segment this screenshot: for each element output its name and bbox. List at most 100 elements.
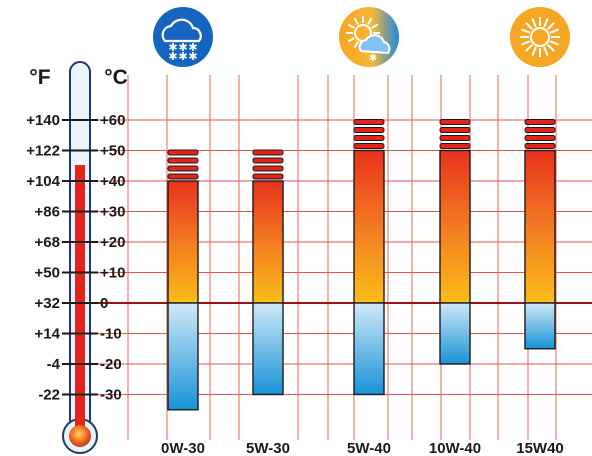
sun-ray (547, 22, 555, 30)
category-label: 5W-40 (347, 440, 391, 456)
bar-hot-segment (167, 180, 199, 304)
fahrenheit-tick-label: -22 (38, 387, 60, 404)
snowflake: ✱ (168, 50, 177, 63)
sun-ray (525, 44, 533, 52)
bar-cap-stripe (524, 135, 556, 141)
category-label: 5W-30 (246, 440, 290, 456)
celsius-tick-label: +40 (100, 173, 125, 190)
sun-ray (521, 28, 531, 34)
category-label: 15W40 (516, 440, 564, 456)
celsius-tick-label: -30 (100, 387, 122, 404)
fahrenheit-tick-label: +86 (35, 204, 60, 221)
sun-ray (531, 18, 537, 28)
bar-cap-stripe (439, 143, 471, 149)
fahrenheit-tick-label: +122 (26, 143, 60, 160)
sun-ray (367, 17, 373, 25)
weather-icons: ✱ ✱ ✱✱ ✱ ✱ ✱ (153, 7, 570, 67)
bar-hot-segment (524, 149, 556, 304)
bar-10W-40 (439, 119, 471, 365)
thermometer (62, 61, 98, 454)
celsius-tick-label: 0 (100, 295, 108, 312)
bar-cap-stripe (353, 143, 385, 149)
fahrenheit-unit-label: °F (29, 66, 50, 89)
celsius-unit-label: °C (104, 66, 128, 89)
bar-cold-segment (252, 302, 284, 396)
sun-disc (529, 26, 551, 48)
bar-cap-stripe (252, 149, 284, 156)
celsius-tick-label: +60 (100, 112, 125, 129)
bar-cap-stripe (524, 127, 556, 133)
celsius-tick-label: +10 (100, 265, 125, 282)
sun-ray (353, 41, 359, 49)
bar-15W40 (524, 119, 556, 350)
sun-ray (543, 46, 549, 56)
category-label: 10W-40 (429, 440, 481, 456)
sun-ray (549, 40, 559, 46)
sun-cloud-icon: ✱ (339, 7, 399, 67)
celsius-tick-label: -10 (100, 326, 122, 343)
snowflake: ✱ (188, 41, 197, 54)
sun-ray (549, 28, 559, 34)
bar-cap-stripe (167, 149, 199, 156)
fahrenheit-tick-label: +68 (35, 234, 60, 251)
sun-icon (510, 7, 570, 67)
fahrenheit-tick-label: -4 (47, 356, 61, 373)
bar-cap-stripe (252, 165, 284, 172)
bar-hot-segment (353, 149, 385, 304)
axis-ticks: +60 +140 +50 +122 +40 +104 +30 +86 +20 +68 +10 +50 0… (26, 112, 125, 404)
sun-ray (531, 46, 537, 56)
icon-bg (153, 7, 213, 67)
sun-ray (347, 23, 355, 29)
bar-cap-stripe (439, 119, 471, 125)
category-label: 0W-30 (161, 440, 205, 456)
bar-cold-segment (353, 302, 385, 396)
bar-cap-stripe (439, 135, 471, 141)
snowflake: ✱ (168, 41, 177, 54)
cloud-shape (161, 18, 202, 43)
bar-cap-stripe (167, 173, 199, 180)
bars (167, 119, 556, 411)
bar-hot-segment (439, 149, 471, 304)
fahrenheit-tick-label: +14 (35, 326, 61, 343)
snowflake: ✱ (178, 41, 187, 54)
bar-cold-segment (167, 302, 199, 411)
bar-5W-30 (252, 149, 284, 396)
sun-ray (525, 22, 533, 30)
fahrenheit-tick-label: +32 (35, 295, 60, 312)
icon-bg (510, 7, 570, 67)
snowflake: ✱ (188, 50, 197, 63)
cloud-shape (358, 34, 391, 55)
grid-lines (72, 75, 592, 440)
bar-cap-stripe (524, 119, 556, 125)
sun-ray (521, 40, 531, 46)
bar-cap-stripe (167, 157, 199, 164)
bar-cap-stripe (353, 119, 385, 125)
sun-ray (353, 17, 359, 25)
bar-cap-stripe (524, 143, 556, 149)
snowflake: ✱ (178, 50, 187, 63)
celsius-tick-label: +20 (100, 234, 125, 251)
bar-cap-stripe (353, 135, 385, 141)
celsius-tick-label: -20 (100, 356, 122, 373)
bar-cap-stripe (353, 127, 385, 133)
thermometer-bulb (69, 425, 91, 447)
snowflake: ✱ (369, 53, 377, 64)
bar-hot-segment (252, 180, 284, 304)
thermometer-mercury (75, 165, 85, 436)
bar-0W-30 (167, 149, 199, 411)
fahrenheit-tick-label: +50 (35, 265, 60, 282)
sun-ray (547, 44, 555, 52)
bar-cold-segment (524, 302, 556, 350)
bar-cap-stripe (439, 127, 471, 133)
fahrenheit-tick-label: +140 (26, 112, 60, 129)
bar-cap-stripe (167, 165, 199, 172)
fahrenheit-tick-label: +104 (26, 173, 60, 190)
bar-cap-stripe (252, 173, 284, 180)
bar-5W-40 (353, 119, 385, 396)
bar-cap-stripe (252, 157, 284, 164)
bar-cold-segment (439, 302, 471, 365)
celsius-tick-label: +30 (100, 204, 125, 221)
sun-ray (543, 18, 549, 28)
snow-cloud-icon: ✱ ✱ ✱✱ ✱ ✱ (153, 7, 213, 67)
